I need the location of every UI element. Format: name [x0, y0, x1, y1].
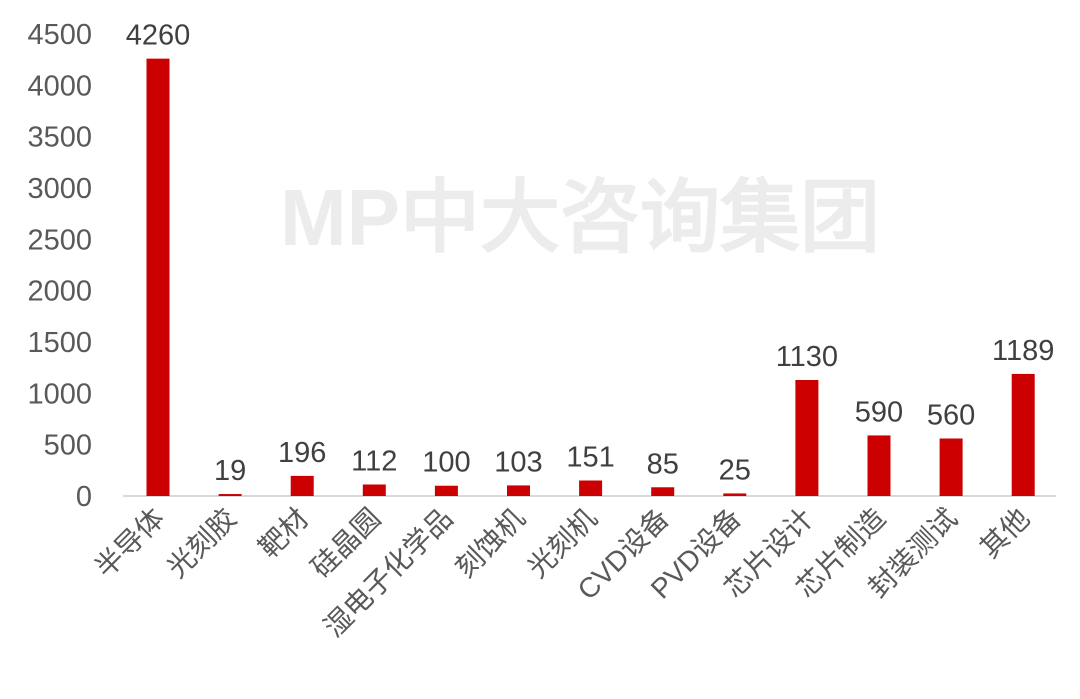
watermark: MP中大咨询集团 — [280, 173, 880, 262]
bar — [146, 58, 170, 496]
data-label: 151 — [566, 441, 614, 473]
y-tick-label: 1500 — [27, 327, 92, 359]
x-tick-label: 其他 — [974, 502, 1036, 564]
bar — [723, 493, 747, 496]
y-tick-label: 4000 — [27, 70, 92, 102]
y-tick-label: 3000 — [27, 173, 92, 205]
bar — [434, 485, 458, 496]
bar — [290, 475, 314, 496]
data-label: 1189 — [992, 335, 1054, 367]
bar — [218, 494, 242, 496]
y-tick-label: 2000 — [27, 276, 92, 308]
x-tick-label: 靶材 — [253, 502, 315, 564]
data-label: 103 — [494, 446, 542, 478]
data-label: 112 — [351, 446, 397, 478]
x-tick-label: 刻蚀机 — [449, 502, 530, 583]
y-tick-label: 2500 — [27, 224, 92, 256]
x-tick-label: 光刻胶 — [161, 502, 242, 583]
y-tick-label: 4500 — [27, 19, 92, 51]
y-tick-label: 500 — [44, 430, 92, 462]
bar — [795, 379, 819, 496]
data-label: 4260 — [126, 20, 191, 52]
data-label: 196 — [278, 437, 326, 469]
bars: 4260 19 196 112 100 103 151 85 25 1130 590 560 1189 — [126, 20, 1054, 496]
bar — [579, 480, 603, 496]
y-tick-label: 0 — [76, 481, 92, 513]
bar — [1011, 373, 1035, 496]
bar — [651, 487, 675, 496]
data-label: 85 — [647, 448, 679, 480]
y-tick-label: 3500 — [27, 122, 92, 154]
bar — [507, 485, 530, 496]
bar — [362, 484, 386, 496]
data-label: 560 — [927, 400, 975, 432]
data-label: 25 — [719, 454, 751, 486]
data-label: 1130 — [776, 341, 838, 373]
data-label: 100 — [422, 447, 470, 479]
data-label: 590 — [855, 396, 903, 428]
bar — [939, 438, 963, 496]
y-axis: 0 500 1000 1500 2000 2500 3000 3500 4000 4500 — [27, 19, 92, 513]
bar — [867, 435, 891, 496]
data-label: 19 — [214, 455, 246, 487]
x-tick-label: 半导体 — [89, 502, 170, 583]
y-tick-label: 1000 — [27, 378, 92, 410]
x-tick-label: 湿电子化学品 — [318, 502, 459, 643]
